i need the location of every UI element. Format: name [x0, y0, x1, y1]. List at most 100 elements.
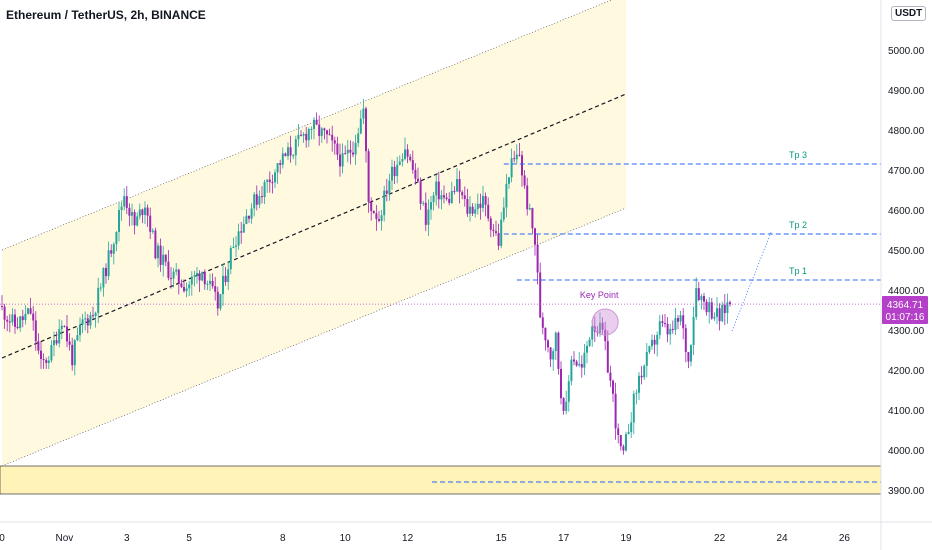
- candle-body: [276, 163, 279, 173]
- time-tick-label: 0: [0, 533, 5, 544]
- candle-body: [365, 108, 367, 152]
- candle-body: [307, 129, 310, 141]
- time-tick-label: 17: [558, 533, 570, 544]
- candle-body: [435, 181, 438, 196]
- candle-body: [175, 269, 178, 272]
- candle-body: [560, 368, 562, 399]
- candle-body: [162, 254, 165, 265]
- candle-body: [721, 304, 724, 322]
- candle-body: [370, 201, 373, 212]
- candle-body: [177, 269, 180, 284]
- candle-body: [458, 179, 461, 193]
- candle-body: [123, 196, 126, 207]
- candle-body: [567, 381, 570, 402]
- candle-body: [588, 339, 591, 346]
- candle-body: [151, 230, 154, 232]
- candle-body: [619, 435, 622, 447]
- candle-body: [674, 318, 677, 330]
- candle-body: [292, 155, 295, 157]
- candle-body: [1, 306, 3, 307]
- candle-body: [378, 219, 380, 221]
- time-tick-label: 26: [839, 533, 851, 544]
- candle-body: [593, 326, 596, 332]
- candle-body: [255, 194, 258, 205]
- candle-body: [354, 142, 357, 155]
- candle-body: [518, 154, 521, 156]
- candle-body: [432, 195, 435, 203]
- candle-body: [497, 232, 500, 246]
- candle-body: [149, 215, 152, 232]
- candle-body: [630, 422, 633, 433]
- candle-body: [635, 392, 638, 394]
- candle-body: [138, 209, 141, 217]
- candle-body: [523, 175, 526, 186]
- candle-body: [539, 272, 542, 318]
- candle-body: [677, 318, 679, 322]
- candle-body: [66, 326, 68, 342]
- candle-body: [206, 283, 209, 285]
- candle-body: [281, 153, 284, 165]
- candle-body: [422, 202, 425, 204]
- candle-body: [367, 151, 370, 202]
- candle-body: [16, 326, 19, 329]
- time-tick-label: 19: [620, 533, 632, 544]
- candle-body: [341, 153, 344, 167]
- candle-body: [414, 169, 417, 179]
- candle-body: [502, 207, 505, 220]
- candle-body: [248, 215, 250, 219]
- candle-body: [302, 133, 305, 136]
- projection-path: [731, 231, 772, 332]
- candle-body: [586, 345, 588, 353]
- candle-body: [565, 401, 568, 411]
- price-tag-countdown: 01:07:16: [886, 312, 925, 323]
- candle-body: [258, 196, 261, 205]
- candle-body: [58, 329, 61, 344]
- time-tick-label: Nov: [56, 533, 74, 544]
- time-tick-label: 12: [402, 533, 414, 544]
- key-point-marker: [591, 308, 619, 336]
- candle-body: [489, 218, 492, 230]
- candle-body: [315, 119, 318, 125]
- candle-body: [700, 296, 703, 301]
- candle-body: [323, 128, 326, 131]
- price-tag-box: [882, 296, 928, 324]
- candle-body: [562, 398, 565, 411]
- candle-body: [336, 143, 339, 155]
- candle-body: [583, 352, 586, 368]
- candle-body: [344, 153, 347, 155]
- candle-body: [305, 133, 308, 141]
- candle-body: [287, 147, 289, 157]
- candle-body: [268, 179, 271, 183]
- candle-body: [68, 341, 71, 345]
- candle-body: [570, 359, 573, 382]
- candle-body: [219, 294, 222, 309]
- price-tag-price: 4364.71: [887, 300, 924, 311]
- candle-body: [92, 315, 94, 317]
- candle-body: [541, 317, 544, 328]
- candle-body: [505, 183, 508, 208]
- candle-body: [240, 231, 243, 233]
- candle-body: [146, 207, 149, 216]
- time-tick-label: 3: [124, 533, 130, 544]
- candle-body: [253, 194, 256, 209]
- candle-body: [201, 271, 204, 281]
- candle-body: [53, 340, 55, 346]
- candle-body: [372, 211, 375, 214]
- candle-body: [357, 133, 360, 143]
- candle-body: [651, 339, 653, 347]
- time-tick-label: 8: [280, 533, 286, 544]
- candle-body: [409, 156, 412, 161]
- currency-badge[interactable]: USDT: [891, 6, 927, 21]
- channel-fill: [2, 0, 626, 466]
- candle-body: [645, 352, 648, 366]
- candle-body: [599, 322, 601, 333]
- price-tick-label: 4200.00: [888, 366, 925, 377]
- candle-body: [671, 328, 674, 330]
- candle-body: [266, 179, 269, 183]
- price-tick-label: 4500.00: [888, 246, 925, 257]
- price-tick-label: 4100.00: [888, 406, 925, 417]
- candle-body: [510, 158, 513, 178]
- candle-body: [684, 328, 687, 353]
- candle-body: [614, 393, 617, 429]
